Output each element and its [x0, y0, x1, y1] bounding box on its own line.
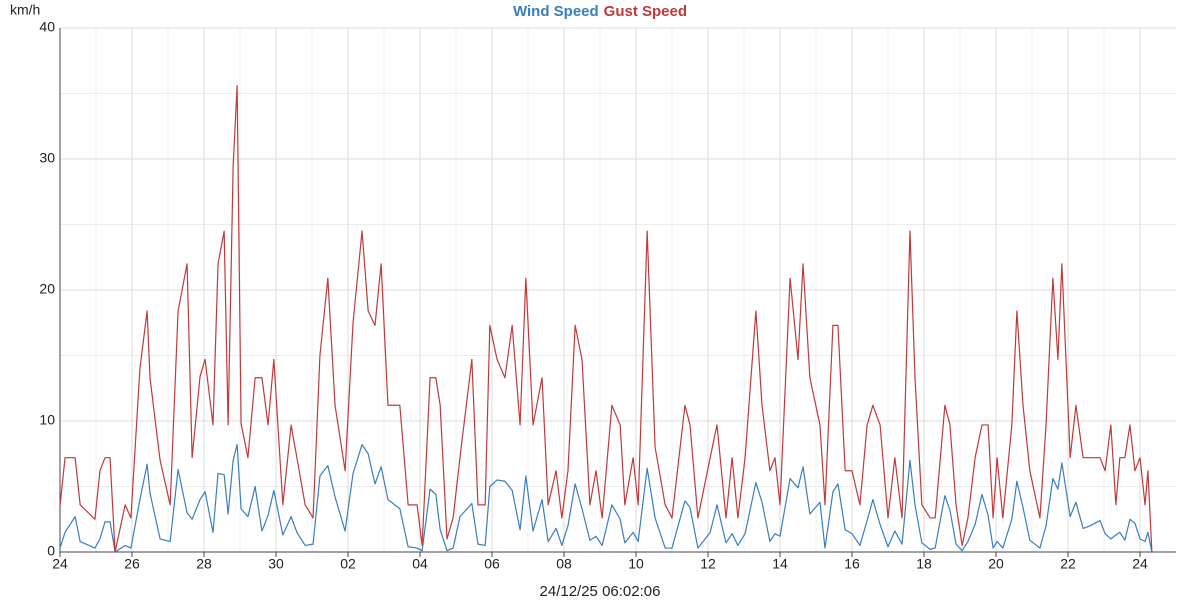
x-tick-label: 12	[700, 556, 716, 572]
x-tick-label: 06	[484, 556, 500, 572]
x-tick-label: 14	[772, 556, 788, 572]
x-tick-label: 20	[988, 556, 1004, 572]
legend: Wind Speed Gust Speed	[513, 3, 687, 20]
x-tick-label: 18	[916, 556, 932, 572]
y-axis-label: km/h	[10, 2, 40, 18]
y-tick-label: 40	[39, 19, 55, 35]
x-tick-label: 24	[1132, 556, 1148, 572]
x-axis-label: 24/12/25 06:02:06	[540, 583, 661, 600]
x-tick-label: 22	[1060, 556, 1076, 572]
y-tick-label: 30	[39, 150, 55, 166]
data-line	[59, 443, 1153, 553]
data-line	[59, 85, 1153, 553]
x-tick-label: 10	[628, 556, 644, 572]
legend-entry: Wind Speed	[513, 3, 599, 20]
x-tick-label: 16	[844, 556, 860, 572]
x-tick-label: 28	[196, 556, 212, 572]
x-tick-label: 30	[268, 556, 284, 572]
legend-entry: Gust Speed	[604, 3, 687, 20]
x-tick-label: 24	[52, 556, 68, 572]
x-tick-label: 02	[340, 556, 356, 572]
y-tick-label: 20	[39, 281, 55, 297]
x-tick-label: 26	[124, 556, 140, 572]
y-tick-label: 0	[47, 543, 55, 559]
x-tick-label: 08	[556, 556, 572, 572]
x-tick-label: 04	[412, 556, 428, 572]
y-tick-label: 10	[39, 412, 55, 428]
